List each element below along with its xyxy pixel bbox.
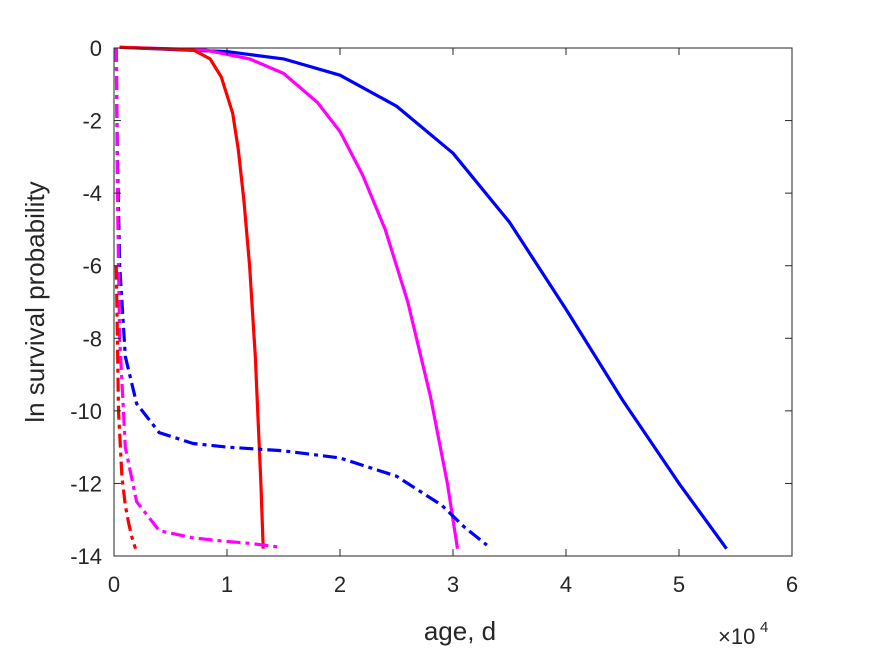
series-line-1-solid xyxy=(119,45,728,550)
y-tick-label: -14 xyxy=(70,544,102,569)
y-tick-label: -12 xyxy=(70,471,102,496)
y-tick-label: -8 xyxy=(82,326,102,351)
x-tick-label: 4 xyxy=(560,572,572,597)
x-multiplier-exponent: 4 xyxy=(760,619,768,636)
x-tick-label: 2 xyxy=(334,572,346,597)
y-tick-label: -4 xyxy=(82,181,102,206)
plot-background xyxy=(114,48,792,556)
y-axis-label: ln survival probability xyxy=(20,181,50,422)
y-tick-label: -2 xyxy=(82,109,102,134)
series-line-4-dashdot xyxy=(114,47,488,547)
series-line-3-solid xyxy=(119,45,265,549)
x-tick-label: 3 xyxy=(447,572,459,597)
x-tick-label: 1 xyxy=(221,572,233,597)
x-axis: 0 1 2 3 4 5 6 xyxy=(108,48,798,597)
x-axis-multiplier: ×10 4 xyxy=(718,619,768,649)
y-tick-label: 0 xyxy=(90,36,102,61)
x-tick-label: 0 xyxy=(108,572,120,597)
x-tick-label: 5 xyxy=(673,572,685,597)
y-tick-label: -10 xyxy=(70,399,102,424)
x-tick-label: 6 xyxy=(786,572,798,597)
x-axis-label: age, d xyxy=(424,616,496,646)
y-tick-label: -6 xyxy=(82,254,102,279)
series-line-2-solid xyxy=(119,45,460,549)
y-axis: 0 -2 -4 -6 -8 -10 -12 -14 xyxy=(70,36,792,569)
x-multiplier-base: ×10 xyxy=(718,624,755,649)
